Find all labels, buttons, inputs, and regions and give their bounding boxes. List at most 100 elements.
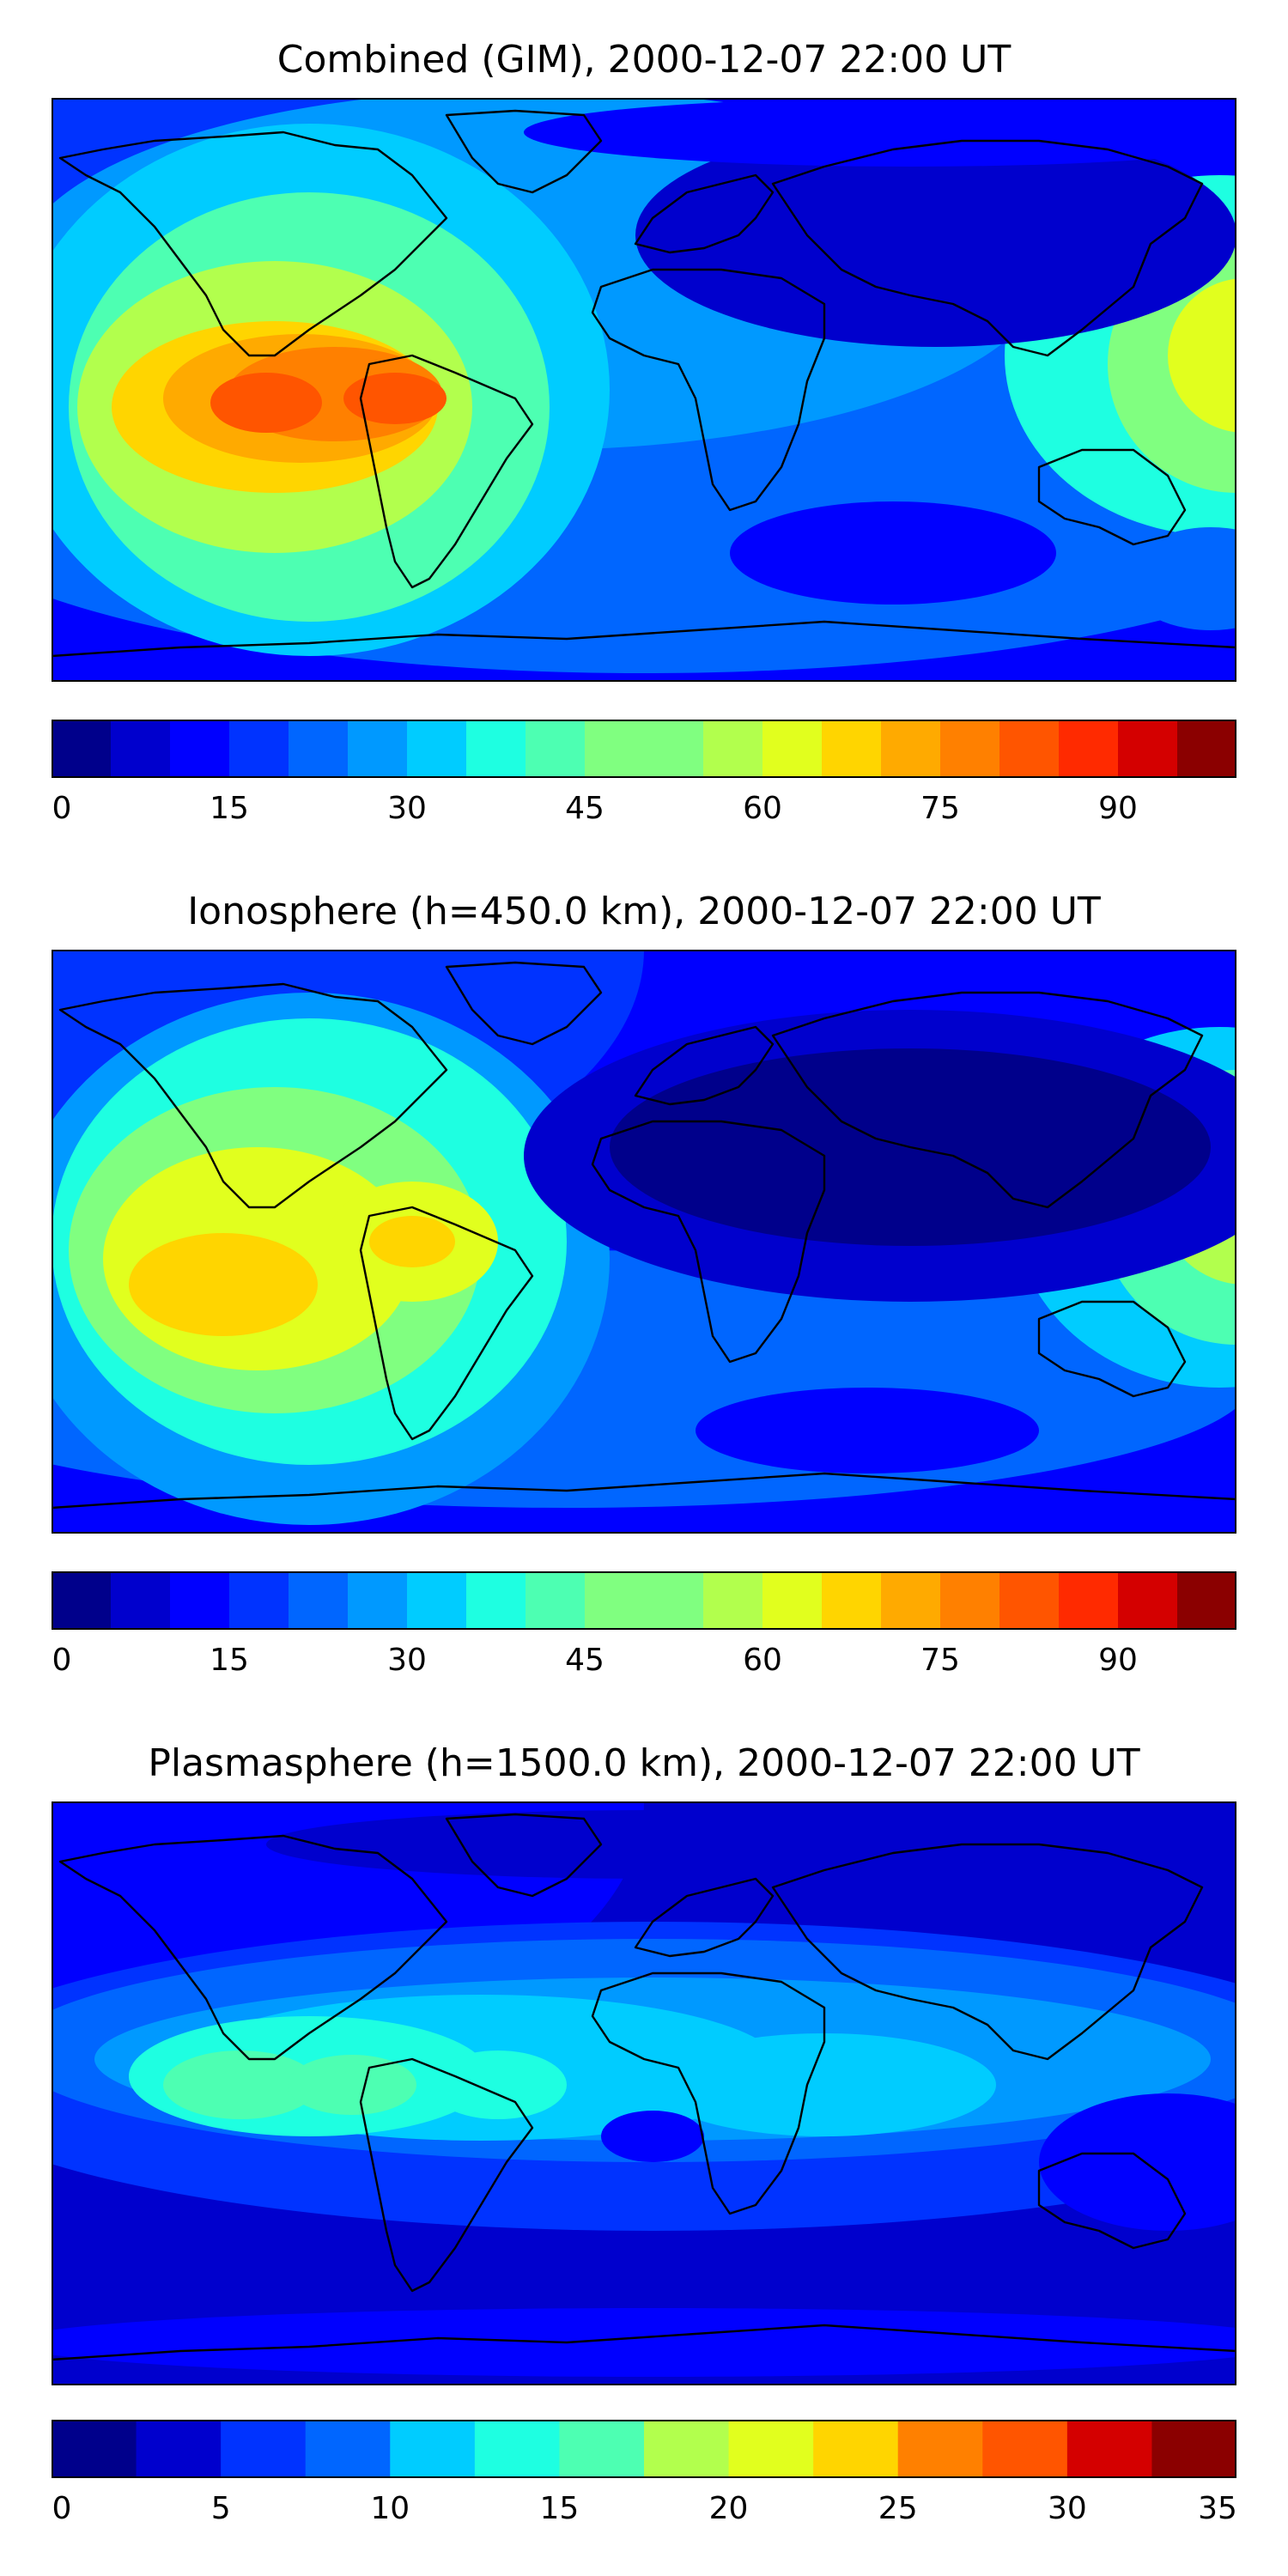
tec-contour-region xyxy=(343,373,447,424)
colorbar-frame xyxy=(52,1571,1236,1630)
colorbar-segment xyxy=(52,1571,112,1630)
colorbar-segment xyxy=(1059,1571,1119,1630)
colorbar-segment xyxy=(348,1571,408,1630)
tec-contour-region xyxy=(266,1810,1039,1879)
colorbar-segment xyxy=(728,2420,814,2478)
coastline xyxy=(445,109,603,194)
tec-contour-region xyxy=(1168,278,1236,433)
tec-map-combined xyxy=(52,98,1236,682)
coastline xyxy=(634,173,775,254)
colorbar-segment xyxy=(221,2420,307,2478)
colorbar-tick-label: 20 xyxy=(708,2491,749,2526)
tec-contour-region xyxy=(129,1233,318,1336)
colorbar-segment xyxy=(111,720,171,778)
colorbar-ticks-ionosphere: 0 15 30 45 60 75 90 xyxy=(52,1642,1236,1693)
colorbar-segment xyxy=(762,1571,823,1630)
colorbar-tick-label: 60 xyxy=(743,791,782,826)
colorbar-segment xyxy=(881,1571,941,1630)
coastline xyxy=(58,982,448,1209)
colorbar-segment xyxy=(348,720,408,778)
coastline xyxy=(52,1472,1236,1534)
colorbar-tick-label: 75 xyxy=(920,791,960,826)
colorbar-tick-label: 30 xyxy=(387,1643,427,1678)
colorbar-tick-label: 90 xyxy=(1098,791,1138,826)
colorbar-segment xyxy=(644,1571,704,1630)
colorbar-segment xyxy=(52,2420,137,2478)
map-frame xyxy=(52,950,1236,1534)
colorbar-tick-label: 75 xyxy=(920,1643,960,1678)
colorbar-segment xyxy=(1066,2420,1152,2478)
colorbar-tick-label: 30 xyxy=(1047,2491,1087,2526)
panel-title-ionosphere: Ionosphere (h=450.0 km), 2000-12-07 22:0… xyxy=(187,890,1101,933)
tec-contour-region xyxy=(369,1216,455,1267)
colorbar-segment xyxy=(762,720,823,778)
colorbar-ticks-combined: 0 15 30 45 60 75 90 xyxy=(52,790,1236,841)
colorbar-segment xyxy=(407,720,467,778)
tec-contour-region xyxy=(288,2055,416,2115)
colorbar-tick-label: 5 xyxy=(210,2491,231,2526)
coastline xyxy=(591,1120,826,1364)
coastline xyxy=(634,1025,775,1106)
tec-contour-region xyxy=(52,2231,1236,2334)
colorbar-segment xyxy=(289,1571,349,1630)
map-frame xyxy=(52,1801,1236,2385)
colorbar-segment xyxy=(813,2420,899,2478)
colorbar-segment xyxy=(407,1571,467,1630)
colorbar-tick-label: 30 xyxy=(387,791,427,826)
tec-map-ionosphere xyxy=(52,950,1236,1534)
colorbar-plasmasphere xyxy=(52,2420,1236,2478)
colorbar-tick-label: 15 xyxy=(539,2491,580,2526)
colorbar-segment xyxy=(305,2420,391,2478)
colorbar-tick-label: 15 xyxy=(210,1643,249,1678)
colorbar-frame xyxy=(52,720,1236,778)
colorbar-segment xyxy=(1118,1571,1178,1630)
colorbar-segment xyxy=(390,2420,476,2478)
colorbar-segment xyxy=(136,2420,222,2478)
coastline xyxy=(1037,448,1187,546)
colorbar-tick-label: 45 xyxy=(565,791,605,826)
coastline xyxy=(591,1971,826,2215)
tec-contour-region xyxy=(163,2050,318,2119)
colorbar-combined xyxy=(52,720,1236,778)
colorbar-tick-label: 15 xyxy=(210,791,249,826)
colorbar-segment xyxy=(644,2420,730,2478)
colorbar-tick-label: 60 xyxy=(743,1643,782,1678)
coastline xyxy=(58,1834,448,2061)
colorbar-segment xyxy=(585,720,645,778)
colorbar-segment xyxy=(585,1571,645,1630)
colorbar-segment xyxy=(999,720,1060,778)
colorbar-segment xyxy=(703,1571,763,1630)
colorbar-segment xyxy=(703,720,763,778)
colorbar-tick-label: 0 xyxy=(52,791,72,826)
colorbar-segment xyxy=(881,720,941,778)
colorbar-segment xyxy=(229,720,289,778)
colorbar-segment xyxy=(982,2420,1068,2478)
coastline xyxy=(359,354,534,589)
coastline xyxy=(52,2324,1236,2385)
panel-title-plasmasphere: Plasmasphere (h=1500.0 km), 2000-12-07 2… xyxy=(148,1741,1140,1785)
tec-contour-region xyxy=(429,2050,567,2119)
coastline xyxy=(359,1206,534,1441)
colorbar-segment xyxy=(170,1571,230,1630)
colorbar-segment xyxy=(52,720,112,778)
panel-title-combined: Combined (GIM), 2000-12-07 22:00 UT xyxy=(276,38,1012,82)
tec-contour-region xyxy=(52,2308,1236,2377)
colorbar-segment xyxy=(1151,2420,1236,2478)
coastline xyxy=(52,620,1236,682)
coastline xyxy=(445,961,603,1046)
colorbar-frame xyxy=(52,2420,1236,2478)
coastline xyxy=(634,1877,775,1958)
tec-contour-region xyxy=(601,2111,704,2162)
colorbar-tick-label: 25 xyxy=(878,2491,918,2526)
colorbar-tick-label: 0 xyxy=(52,2491,72,2526)
coastline xyxy=(1037,2152,1187,2250)
colorbar-segment xyxy=(644,720,704,778)
colorbar-segment xyxy=(940,720,1000,778)
colorbar-segment xyxy=(897,2420,983,2478)
tec-contour-region xyxy=(210,373,322,433)
colorbar-tick-label: 45 xyxy=(565,1643,605,1678)
coastline xyxy=(771,1843,1204,2061)
colorbar-segment xyxy=(229,1571,289,1630)
coastline xyxy=(771,991,1204,1209)
coastline xyxy=(591,268,826,512)
